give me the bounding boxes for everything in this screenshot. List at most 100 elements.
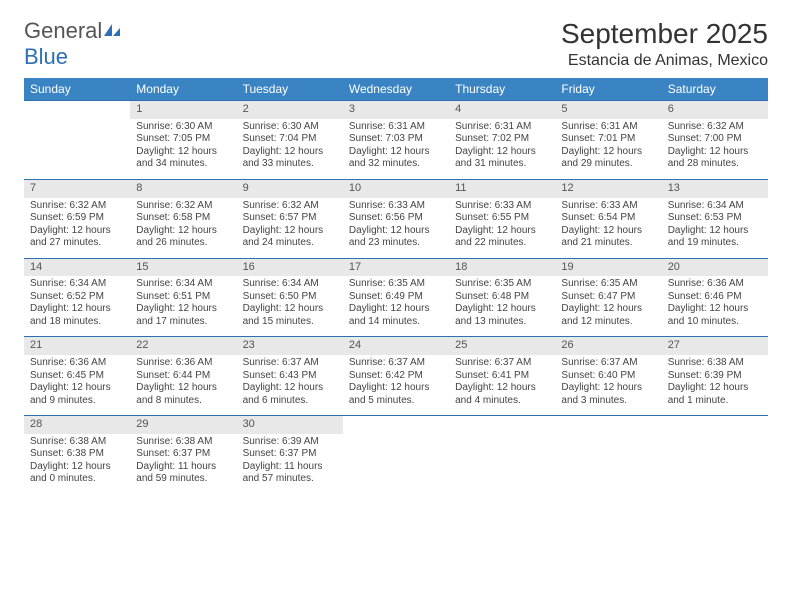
daylight-text: and 1 minute. bbox=[668, 395, 762, 408]
daylight-text: Daylight: 12 hours bbox=[561, 382, 655, 395]
day-number: 13 bbox=[662, 180, 768, 198]
calendar-table: SundayMondayTuesdayWednesdayThursdayFrid… bbox=[24, 78, 768, 494]
day-cell: Sunrise: 6:39 AMSunset: 6:37 PMDaylight:… bbox=[237, 434, 343, 494]
sunset-text: Sunset: 6:48 PM bbox=[455, 291, 549, 304]
day-cell: Sunrise: 6:35 AMSunset: 6:48 PMDaylight:… bbox=[449, 276, 555, 336]
day-number: 24 bbox=[343, 337, 449, 355]
daylight-text: and 18 minutes. bbox=[30, 316, 124, 329]
daylight-text: Daylight: 12 hours bbox=[136, 225, 230, 238]
sunset-text: Sunset: 7:03 PM bbox=[349, 133, 443, 146]
day-cell: Sunrise: 6:32 AMSunset: 6:57 PMDaylight:… bbox=[237, 198, 343, 258]
daylight-text: and 5 minutes. bbox=[349, 395, 443, 408]
sunset-text: Sunset: 6:49 PM bbox=[349, 291, 443, 304]
logo-text-1: General bbox=[24, 18, 102, 43]
daylight-text: Daylight: 12 hours bbox=[455, 303, 549, 316]
day-number: 10 bbox=[343, 180, 449, 198]
sunrise-text: Sunrise: 6:34 AM bbox=[243, 278, 337, 291]
daylight-text: Daylight: 12 hours bbox=[243, 303, 337, 316]
sunrise-text: Sunrise: 6:33 AM bbox=[455, 200, 549, 213]
logo-text-2: Blue bbox=[24, 44, 68, 69]
empty-day-number bbox=[343, 416, 449, 434]
day-cell: Sunrise: 6:37 AMSunset: 6:42 PMDaylight:… bbox=[343, 355, 449, 415]
day-number: 20 bbox=[662, 259, 768, 277]
day-cell: Sunrise: 6:37 AMSunset: 6:40 PMDaylight:… bbox=[555, 355, 661, 415]
day-cell: Sunrise: 6:30 AMSunset: 7:05 PMDaylight:… bbox=[130, 119, 236, 179]
day-cell: Sunrise: 6:38 AMSunset: 6:39 PMDaylight:… bbox=[662, 355, 768, 415]
sunset-text: Sunset: 6:52 PM bbox=[30, 291, 124, 304]
day-number: 4 bbox=[449, 101, 555, 119]
daylight-text: and 3 minutes. bbox=[561, 395, 655, 408]
sunset-text: Sunset: 6:54 PM bbox=[561, 212, 655, 225]
day-cell: Sunrise: 6:36 AMSunset: 6:44 PMDaylight:… bbox=[130, 355, 236, 415]
day-cell: Sunrise: 6:33 AMSunset: 6:55 PMDaylight:… bbox=[449, 198, 555, 258]
sunset-text: Sunset: 6:44 PM bbox=[136, 370, 230, 383]
daylight-text: and 15 minutes. bbox=[243, 316, 337, 329]
weekday-header: Thursday bbox=[449, 78, 555, 101]
day-number: 30 bbox=[237, 416, 343, 434]
weekday-header: Friday bbox=[555, 78, 661, 101]
day-cell: Sunrise: 6:37 AMSunset: 6:43 PMDaylight:… bbox=[237, 355, 343, 415]
day-cell: Sunrise: 6:31 AMSunset: 7:01 PMDaylight:… bbox=[555, 119, 661, 179]
sunset-text: Sunset: 6:56 PM bbox=[349, 212, 443, 225]
daylight-text: and 28 minutes. bbox=[668, 158, 762, 171]
day-cell bbox=[449, 434, 555, 494]
day-number: 25 bbox=[449, 337, 555, 355]
daylight-text: and 23 minutes. bbox=[349, 237, 443, 250]
day-cell: Sunrise: 6:30 AMSunset: 7:04 PMDaylight:… bbox=[237, 119, 343, 179]
daylight-text: and 4 minutes. bbox=[455, 395, 549, 408]
daylight-text: and 34 minutes. bbox=[136, 158, 230, 171]
sunset-text: Sunset: 7:00 PM bbox=[668, 133, 762, 146]
sunrise-text: Sunrise: 6:30 AM bbox=[136, 121, 230, 134]
daylight-text: and 14 minutes. bbox=[349, 316, 443, 329]
daylight-text: and 21 minutes. bbox=[561, 237, 655, 250]
day-number: 1 bbox=[130, 101, 236, 119]
day-cell bbox=[343, 434, 449, 494]
daylight-text: Daylight: 12 hours bbox=[136, 382, 230, 395]
sunset-text: Sunset: 6:57 PM bbox=[243, 212, 337, 225]
logo-text: GeneralBlue bbox=[24, 18, 122, 70]
daylight-text: Daylight: 12 hours bbox=[668, 225, 762, 238]
daylight-text: and 17 minutes. bbox=[136, 316, 230, 329]
daylight-text: Daylight: 12 hours bbox=[349, 225, 443, 238]
day-cell: Sunrise: 6:37 AMSunset: 6:41 PMDaylight:… bbox=[449, 355, 555, 415]
daylight-text: Daylight: 12 hours bbox=[30, 225, 124, 238]
daylight-text: and 22 minutes. bbox=[455, 237, 549, 250]
sunset-text: Sunset: 6:38 PM bbox=[30, 448, 124, 461]
sunrise-text: Sunrise: 6:31 AM bbox=[561, 121, 655, 134]
day-cell: Sunrise: 6:38 AMSunset: 6:37 PMDaylight:… bbox=[130, 434, 236, 494]
day-number: 18 bbox=[449, 259, 555, 277]
sunset-text: Sunset: 7:02 PM bbox=[455, 133, 549, 146]
day-cell bbox=[662, 434, 768, 494]
day-cell: Sunrise: 6:34 AMSunset: 6:50 PMDaylight:… bbox=[237, 276, 343, 336]
day-number: 7 bbox=[24, 180, 130, 198]
day-cell: Sunrise: 6:33 AMSunset: 6:54 PMDaylight:… bbox=[555, 198, 661, 258]
daylight-text: and 0 minutes. bbox=[30, 473, 124, 486]
day-number: 16 bbox=[237, 259, 343, 277]
sunset-text: Sunset: 7:01 PM bbox=[561, 133, 655, 146]
weekday-header: Wednesday bbox=[343, 78, 449, 101]
day-cell bbox=[555, 434, 661, 494]
day-cell: Sunrise: 6:36 AMSunset: 6:46 PMDaylight:… bbox=[662, 276, 768, 336]
daylight-text: Daylight: 12 hours bbox=[30, 382, 124, 395]
empty-day-number bbox=[24, 101, 130, 119]
sunset-text: Sunset: 6:59 PM bbox=[30, 212, 124, 225]
day-number: 8 bbox=[130, 180, 236, 198]
day-cell: Sunrise: 6:32 AMSunset: 6:58 PMDaylight:… bbox=[130, 198, 236, 258]
daylight-text: Daylight: 11 hours bbox=[136, 461, 230, 474]
sunrise-text: Sunrise: 6:36 AM bbox=[136, 357, 230, 370]
daylight-text: Daylight: 12 hours bbox=[243, 146, 337, 159]
sunrise-text: Sunrise: 6:32 AM bbox=[136, 200, 230, 213]
sunrise-text: Sunrise: 6:37 AM bbox=[243, 357, 337, 370]
day-cell: Sunrise: 6:34 AMSunset: 6:51 PMDaylight:… bbox=[130, 276, 236, 336]
daylight-text: Daylight: 12 hours bbox=[30, 461, 124, 474]
daylight-text: and 8 minutes. bbox=[136, 395, 230, 408]
sunset-text: Sunset: 6:37 PM bbox=[136, 448, 230, 461]
sunrise-text: Sunrise: 6:35 AM bbox=[561, 278, 655, 291]
daylight-text: and 24 minutes. bbox=[243, 237, 337, 250]
sunrise-text: Sunrise: 6:38 AM bbox=[668, 357, 762, 370]
day-cell: Sunrise: 6:32 AMSunset: 6:59 PMDaylight:… bbox=[24, 198, 130, 258]
day-number-row: 123456 bbox=[24, 101, 768, 119]
sunrise-text: Sunrise: 6:38 AM bbox=[30, 436, 124, 449]
daylight-text: Daylight: 12 hours bbox=[561, 225, 655, 238]
day-cell: Sunrise: 6:34 AMSunset: 6:53 PMDaylight:… bbox=[662, 198, 768, 258]
